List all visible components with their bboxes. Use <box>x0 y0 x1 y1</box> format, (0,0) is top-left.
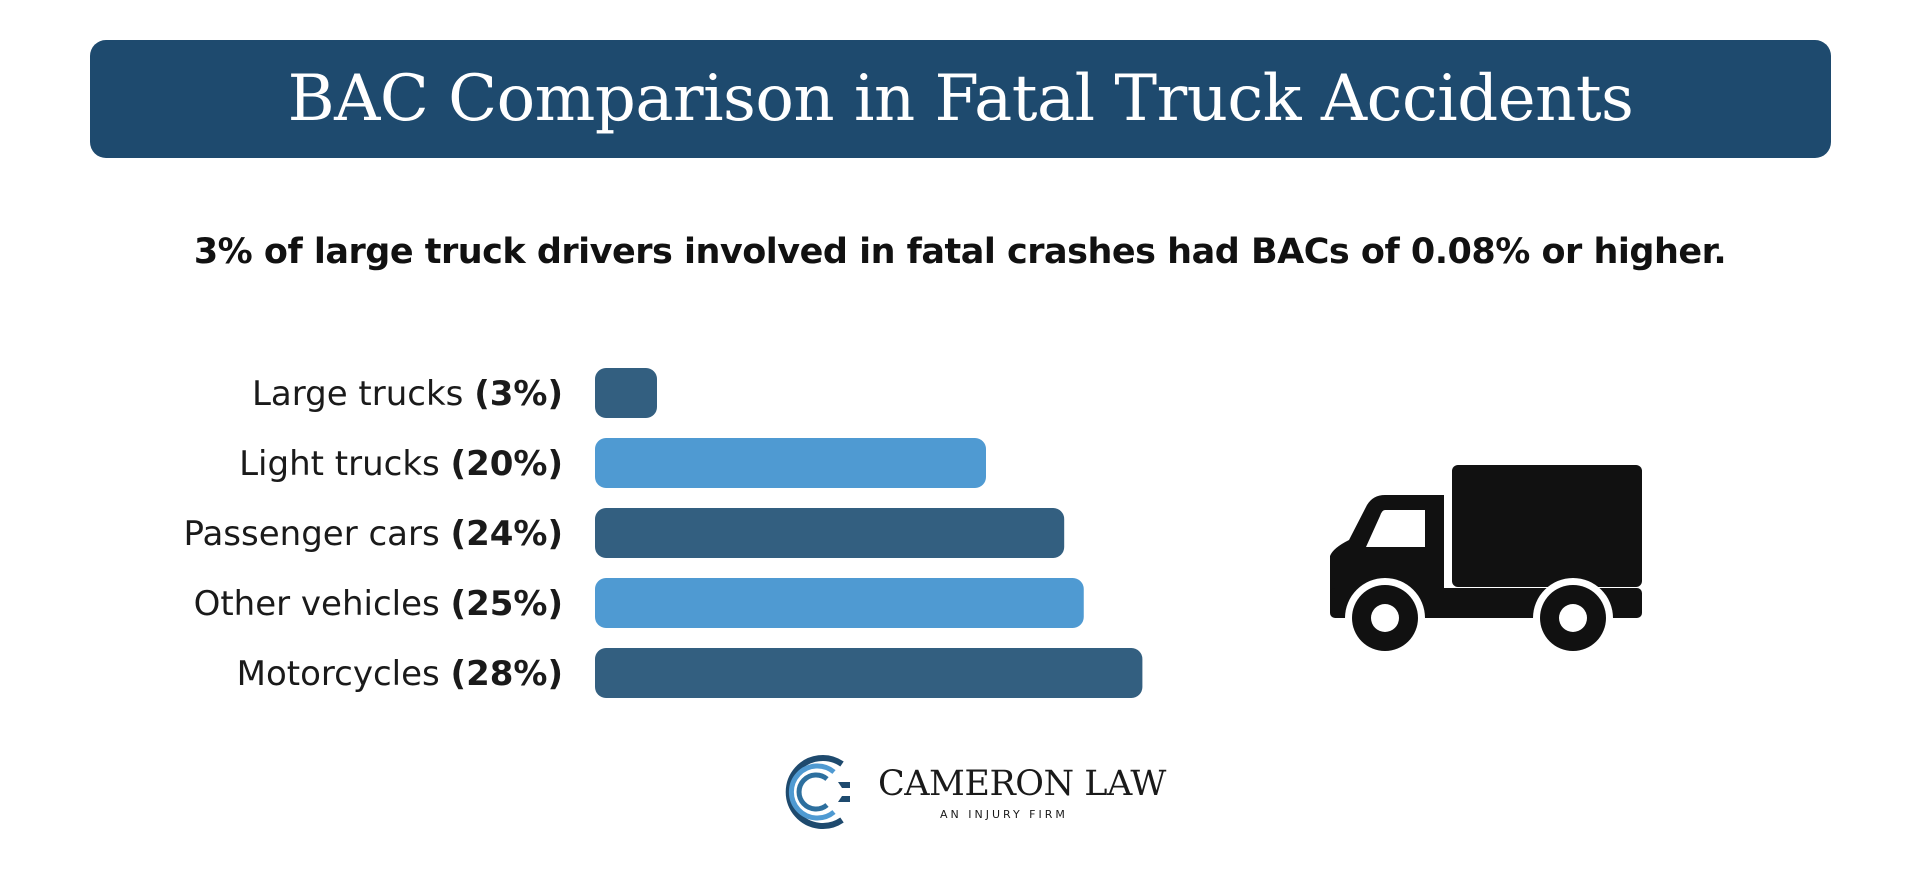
category-name: Passenger cars <box>184 514 451 554</box>
bar <box>595 438 986 488</box>
value-label: (24%) <box>451 514 563 554</box>
bar <box>595 578 1084 628</box>
title-banner: BAC Comparison in Fatal Truck Accidents <box>90 40 1831 158</box>
chart-title: BAC Comparison in Fatal Truck Accidents <box>287 62 1634 136</box>
category-label: Other vehicles (25%) <box>194 584 563 624</box>
bar <box>595 508 1065 558</box>
value-label: (20%) <box>451 444 563 484</box>
bar-chart: Large trucks (3%)Light trucks (20%)Passe… <box>184 368 1143 698</box>
category-label: Light trucks (20%) <box>239 444 563 484</box>
logo-name: CAMERON LAW <box>878 764 1166 804</box>
logo-tagline: AN INJURY FIRM <box>940 808 1068 821</box>
category-name: Light trucks <box>239 444 450 484</box>
logo: CAMERON LAW AN INJURY FIRM <box>780 750 1166 835</box>
bar <box>595 368 657 418</box>
category-label: Motorcycles (28%) <box>237 654 563 694</box>
chart-subtitle: 3% of large truck drivers involved in fa… <box>193 232 1727 272</box>
value-label: (25%) <box>451 584 563 624</box>
category-label: Large trucks (3%) <box>252 374 563 414</box>
category-name: Motorcycles <box>237 654 451 694</box>
value-label: (28%) <box>451 654 563 694</box>
bar <box>595 648 1143 698</box>
chart-rows: Large trucks (3%)Light trucks (20%)Passe… <box>184 368 1143 698</box>
value-label: (3%) <box>474 374 563 414</box>
category-name: Large trucks <box>252 374 474 414</box>
category-name: Other vehicles <box>194 584 451 624</box>
logo-mark-icon <box>785 755 850 829</box>
truck-icon <box>1330 465 1642 658</box>
category-label: Passenger cars (24%) <box>184 514 564 554</box>
